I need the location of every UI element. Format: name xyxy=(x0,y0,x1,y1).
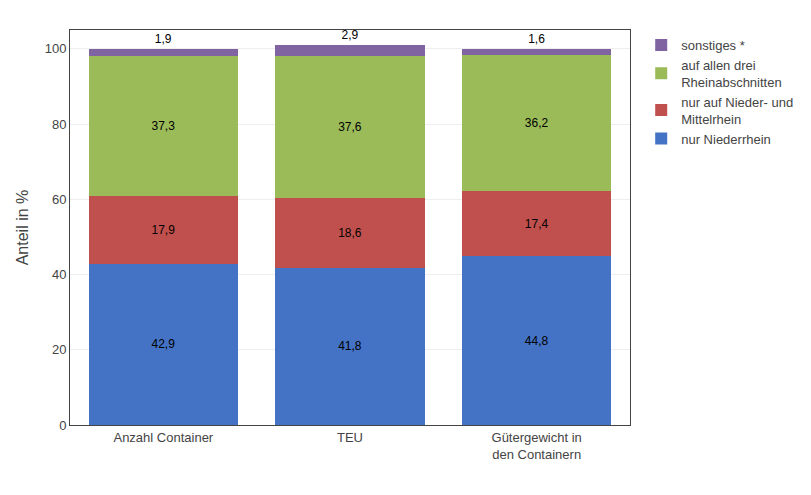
svg-text:80: 80 xyxy=(52,117,66,132)
svg-text:auf allen dreiRheinabschnitten: auf allen dreiRheinabschnitten xyxy=(681,58,781,90)
svg-text:42,9: 42,9 xyxy=(151,337,175,351)
svg-text:17,4: 17,4 xyxy=(525,217,549,231)
svg-text:17,9: 17,9 xyxy=(151,223,175,237)
svg-text:2,9: 2,9 xyxy=(341,28,358,42)
svg-text:Gütergewicht inden Containern: Gütergewicht inden Containern xyxy=(492,430,582,462)
svg-text:1,9: 1,9 xyxy=(155,32,172,46)
svg-text:TEU: TEU xyxy=(337,430,363,445)
svg-text:18,6: 18,6 xyxy=(338,226,362,240)
svg-text:100: 100 xyxy=(45,41,67,56)
svg-text:40: 40 xyxy=(52,267,66,282)
svg-text:36,2: 36,2 xyxy=(525,116,549,130)
svg-text:Anzahl Container: Anzahl Container xyxy=(113,430,213,445)
svg-text:60: 60 xyxy=(52,192,66,207)
svg-text:37,3: 37,3 xyxy=(151,119,175,133)
svg-text:sonstiges *: sonstiges * xyxy=(681,38,745,53)
svg-text:44,8: 44,8 xyxy=(525,334,549,348)
svg-text:20: 20 xyxy=(52,342,66,357)
svg-text:37,6: 37,6 xyxy=(338,120,362,134)
svg-text:nur auf Nieder- undMittelrhein: nur auf Nieder- undMittelrhein xyxy=(681,95,793,127)
svg-text:nur Niederrhein: nur Niederrhein xyxy=(681,132,771,147)
svg-text:1,6: 1,6 xyxy=(528,32,545,46)
svg-text:0: 0 xyxy=(59,418,66,433)
svg-text:41,8: 41,8 xyxy=(338,339,362,353)
svg-text:Anteil in %: Anteil in % xyxy=(14,190,31,266)
